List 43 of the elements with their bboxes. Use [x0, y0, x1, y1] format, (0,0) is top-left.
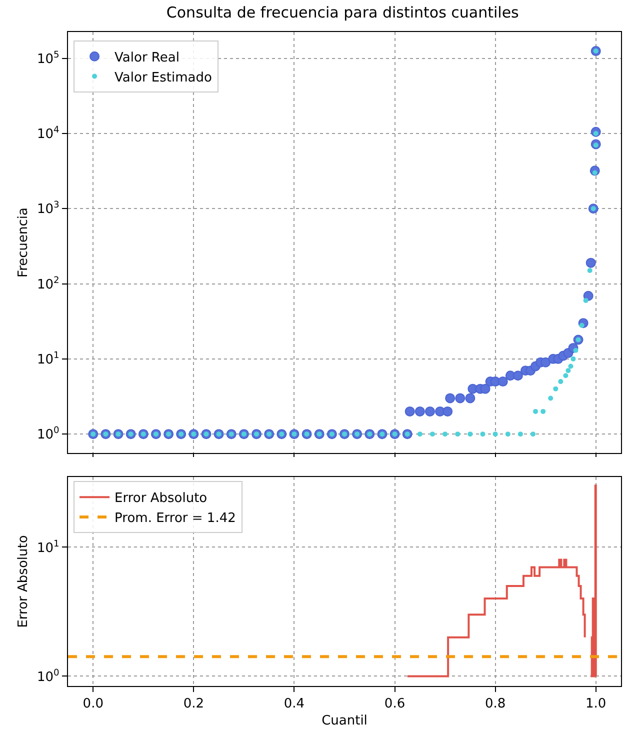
- point: [568, 364, 574, 369]
- x-axis-title: Cuantil: [322, 713, 368, 728]
- point: [442, 432, 448, 437]
- point: [430, 432, 435, 437]
- chart-title: Consulta de frecuencia para distintos cuantiles: [166, 3, 520, 22]
- legend-label: Error Absoluto: [114, 491, 208, 506]
- point: [468, 432, 473, 437]
- legend-label: Valor Estimado: [114, 70, 212, 86]
- point: [548, 396, 554, 401]
- y-tick-label: 10$^{1}$: [36, 351, 60, 368]
- y-tick-label: 10$^{0}$: [36, 426, 60, 443]
- point: [540, 408, 546, 414]
- point: [417, 432, 422, 437]
- point: [558, 379, 564, 384]
- x-tick-label: 0.4: [284, 696, 305, 712]
- point: [587, 268, 592, 274]
- point: [563, 373, 568, 378]
- y-tick-label: 10$^{4}$: [36, 126, 60, 142]
- point: [553, 386, 558, 392]
- y-tick-label: 10$^{3}$: [36, 200, 60, 218]
- legend-label: Prom. Error = 1.42: [114, 511, 236, 526]
- point: [583, 298, 588, 303]
- point: [530, 432, 536, 437]
- legend-label: Valor Real: [114, 50, 180, 66]
- point: [570, 356, 576, 362]
- x-tick-label: 0.0: [82, 696, 104, 712]
- point: [492, 432, 498, 437]
- x-tick-label: 0.8: [484, 696, 506, 712]
- y-axis-title: Error Absoluto: [16, 535, 31, 628]
- point: [505, 432, 510, 437]
- point: [455, 432, 460, 437]
- x-tick-label: 1.0: [586, 696, 606, 712]
- y-tick-label: 10$^{5}$: [36, 50, 60, 67]
- x-tick-label: 0.2: [183, 696, 204, 712]
- y-tick-label: 10$^{0}$: [36, 668, 60, 685]
- y-tick-label: 10$^{1}$: [36, 539, 60, 556]
- y-tick-label: 10$^{2}$: [36, 276, 60, 292]
- point: [518, 432, 523, 437]
- point: [533, 408, 538, 414]
- point: [480, 432, 486, 437]
- point: [566, 368, 571, 374]
- y-axis-title: Frecuencia: [16, 208, 31, 278]
- x-tick-label: 0.6: [384, 696, 406, 712]
